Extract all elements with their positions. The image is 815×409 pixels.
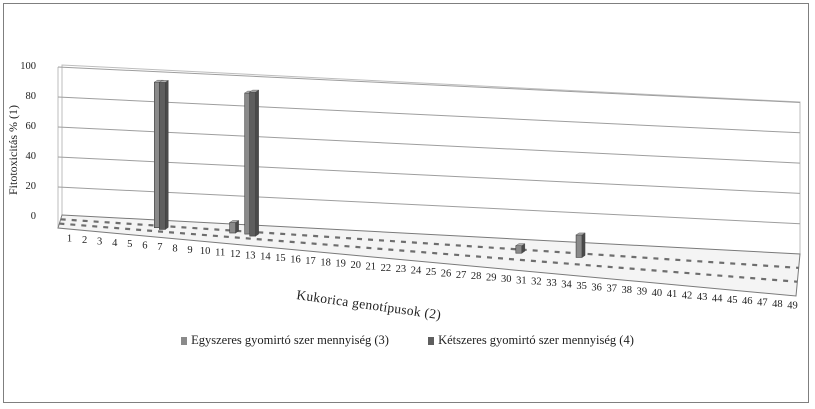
bar bbox=[158, 80, 169, 230]
x-tick-label: 19 bbox=[335, 259, 346, 270]
y-tick-label: 40 bbox=[26, 151, 37, 162]
x-tick-label: 12 bbox=[230, 249, 241, 260]
legend-item-series-2: Kétszeres gyomirtó szer mennyiség (4) bbox=[428, 333, 634, 348]
x-tick-label: 31 bbox=[516, 275, 527, 286]
floor-plane bbox=[57, 214, 801, 297]
legend-label-series-2: Kétszeres gyomirtó szer mennyiség (4) bbox=[438, 333, 634, 347]
x-tick-label: 25 bbox=[426, 267, 437, 278]
bar-front bbox=[575, 234, 583, 258]
x-tick-label: 26 bbox=[441, 268, 452, 279]
x-tick-label: 11 bbox=[215, 248, 225, 259]
bar bbox=[515, 243, 526, 254]
x-tick-label: 29 bbox=[486, 273, 497, 284]
chart-walls bbox=[57, 64, 801, 254]
x-axis-ticks: 1 2 3 4 5 6 7 8 9 10 11 12 13 14 15 16 17 18 19 20 21 22 23 24 2… bbox=[67, 234, 798, 312]
x-tick-label: 30 bbox=[501, 274, 512, 285]
x-tick-label: 24 bbox=[411, 266, 422, 277]
x-tick-label: 4 bbox=[112, 238, 118, 249]
x-tick-label: 42 bbox=[682, 291, 693, 302]
gridline bbox=[57, 186, 801, 225]
x-tick-label: 13 bbox=[245, 250, 256, 261]
x-tick-label: 40 bbox=[652, 288, 663, 299]
x-tick-label: 27 bbox=[456, 270, 467, 281]
y-tick-label: 20 bbox=[26, 181, 37, 192]
x-tick-label: 33 bbox=[546, 278, 557, 289]
bar-front bbox=[249, 91, 256, 237]
bar-top bbox=[158, 80, 169, 83]
x-tick-label: 23 bbox=[396, 264, 407, 275]
gridline bbox=[57, 126, 801, 164]
bar-front bbox=[229, 222, 236, 234]
gridline bbox=[57, 156, 801, 194]
chart-floor bbox=[57, 214, 801, 297]
x-tick-label: 38 bbox=[622, 285, 633, 296]
chart-frame bbox=[3, 3, 809, 403]
x-tick-label: 10 bbox=[200, 246, 211, 257]
x-tick-label: 49 bbox=[787, 300, 798, 311]
y-axis-label: Fitotoxicitás % (1) bbox=[6, 105, 20, 195]
x-tick-label: 47 bbox=[757, 298, 768, 309]
bar-side bbox=[165, 80, 169, 230]
x-tick-label: 37 bbox=[606, 284, 617, 295]
x-tick-label: 9 bbox=[187, 245, 192, 256]
y-tick-label: 0 bbox=[31, 211, 36, 222]
bar-front bbox=[515, 245, 523, 254]
x-tick-label: 1 bbox=[67, 234, 72, 245]
x-tick-label: 15 bbox=[275, 253, 286, 264]
legend-swatch-series-1 bbox=[181, 336, 188, 345]
x-tick-label: 20 bbox=[350, 260, 361, 271]
x-tick-label: 41 bbox=[667, 289, 678, 300]
bar-top bbox=[575, 232, 586, 236]
x-axis-label: Kukorica genotípusok (2) bbox=[296, 287, 443, 322]
x-tick-label: 34 bbox=[561, 279, 572, 290]
y-tick-label: 60 bbox=[26, 121, 37, 132]
legend-label-series-1: Egyszeres gyomirtó szer mennyiség (3) bbox=[191, 333, 389, 347]
y-tick-label: 80 bbox=[26, 91, 37, 102]
bars bbox=[153, 79, 586, 258]
back-wall bbox=[61, 64, 801, 254]
x-tick-label: 8 bbox=[172, 243, 177, 254]
x-tick-label: 14 bbox=[260, 252, 271, 263]
bar bbox=[575, 232, 586, 258]
x-tick-label: 32 bbox=[531, 277, 542, 288]
gridline bbox=[57, 66, 801, 103]
bar-top bbox=[228, 220, 240, 223]
x-tick-label: 6 bbox=[142, 241, 147, 252]
x-tick-label: 46 bbox=[742, 296, 753, 307]
legend-swatch-series-2 bbox=[428, 336, 435, 345]
bar-top bbox=[515, 243, 526, 246]
bar-side bbox=[581, 232, 586, 258]
gridline bbox=[57, 96, 801, 134]
x-tick-label: 2 bbox=[82, 235, 87, 246]
x-tick-label: 7 bbox=[157, 242, 162, 253]
x-tick-label: 48 bbox=[772, 299, 783, 310]
x-tick-label: 45 bbox=[727, 295, 738, 306]
y-tick-label: 100 bbox=[20, 61, 36, 72]
x-tick-label: 16 bbox=[290, 255, 301, 266]
legend: Egyszeres gyomirtó szer mennyiség (3) Ké… bbox=[0, 333, 815, 349]
y-axis-ticks: 0 20 40 60 80 100 bbox=[20, 61, 36, 222]
bar bbox=[228, 220, 240, 234]
x-tick-label: 28 bbox=[471, 271, 482, 282]
x-tick-label: 35 bbox=[576, 281, 587, 292]
x-tick-label: 44 bbox=[712, 293, 723, 304]
bar-top bbox=[249, 89, 260, 93]
x-tick-label: 43 bbox=[697, 292, 708, 303]
x-tick-label: 39 bbox=[637, 286, 648, 297]
x-tick-label: 17 bbox=[305, 256, 316, 267]
bar bbox=[249, 89, 260, 237]
legend-item-series-1: Egyszeres gyomirtó szer mennyiség (3) bbox=[181, 333, 389, 348]
bar-front bbox=[158, 82, 166, 230]
floor-stripe bbox=[60, 218, 799, 269]
bar-side bbox=[255, 89, 259, 237]
x-tick-label: 36 bbox=[591, 282, 602, 293]
x-tick-label: 5 bbox=[127, 239, 132, 250]
x-tick-label: 3 bbox=[97, 236, 102, 247]
x-tick-label: 21 bbox=[366, 261, 377, 272]
x-tick-label: 22 bbox=[381, 263, 392, 274]
floor-stripe bbox=[59, 222, 798, 283]
gridlines bbox=[57, 66, 801, 225]
x-tick-label: 18 bbox=[320, 257, 331, 268]
